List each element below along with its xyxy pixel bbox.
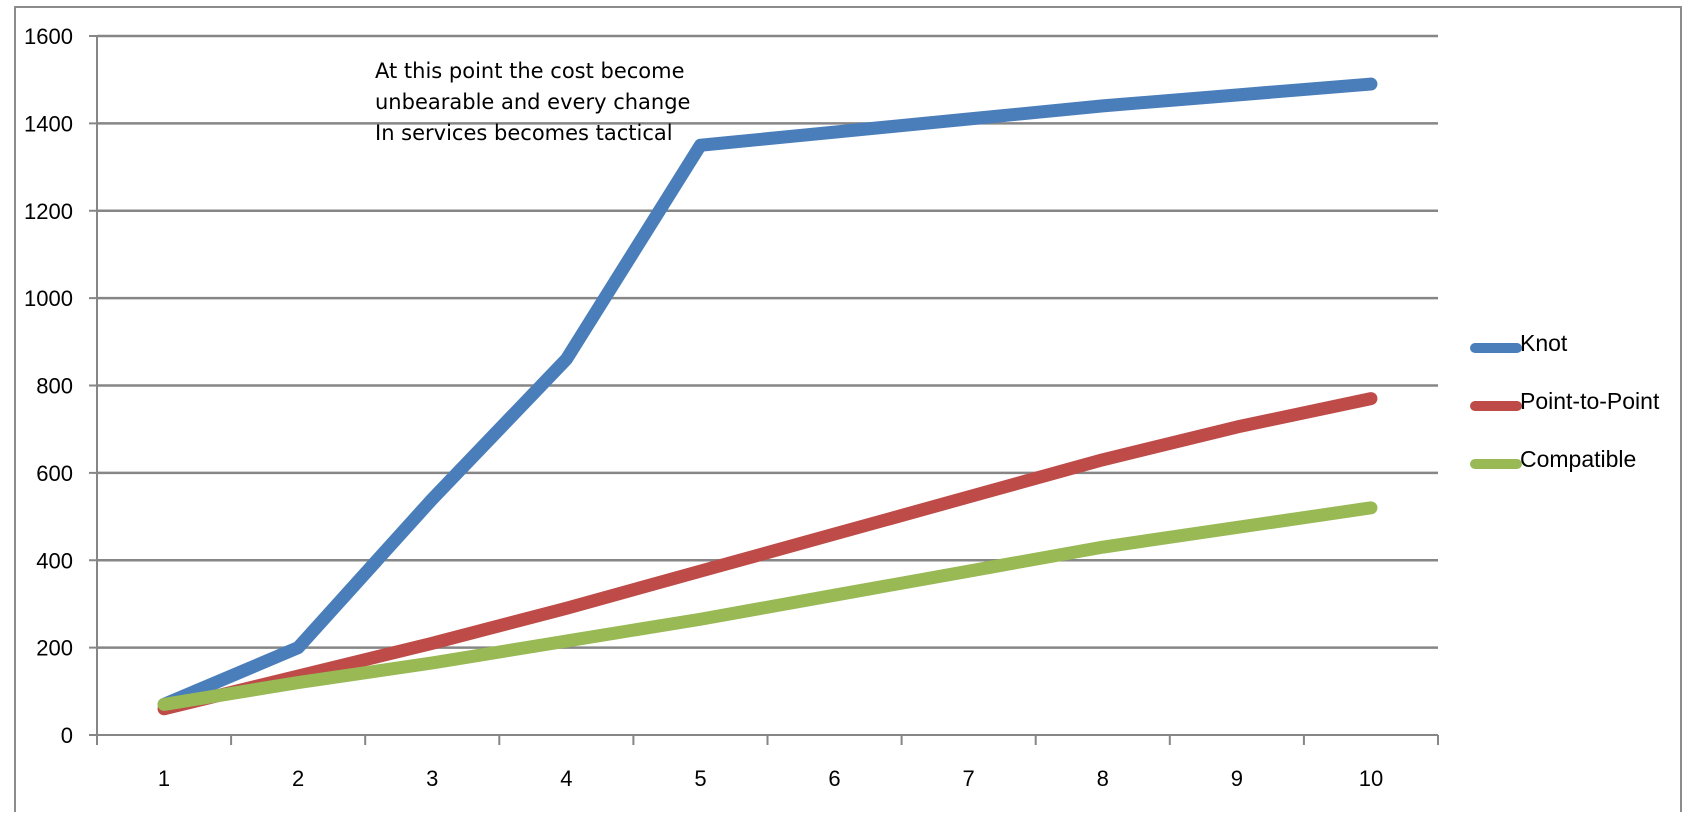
x-tick-label-1: 1 bbox=[158, 766, 170, 791]
legend-label-compatible: Compatible bbox=[1520, 446, 1637, 472]
chart-annotation: At this point the cost become unbearable… bbox=[375, 56, 795, 149]
x-tick-label-4: 4 bbox=[560, 766, 572, 791]
chart-frame bbox=[14, 6, 1682, 812]
y-tick-label-600: 600 bbox=[36, 461, 73, 486]
x-tick-label-2: 2 bbox=[292, 766, 304, 791]
legend-label-point-to-point: Point-to-Point bbox=[1520, 388, 1660, 414]
gridlines bbox=[97, 34, 1438, 649]
x-axis-ticks: 1 2 3 4 5 6 7 8 9 10 bbox=[96, 735, 1439, 791]
annotation-line-2: unbearable and every change bbox=[375, 90, 691, 114]
y-tick-label-400: 400 bbox=[36, 548, 73, 573]
legend-swatch-knot bbox=[1470, 343, 1522, 353]
x-tick-label-9: 9 bbox=[1231, 766, 1243, 791]
y-tick-label-800: 800 bbox=[36, 374, 73, 399]
y-tick-label-1600: 1600 bbox=[24, 24, 73, 49]
legend-swatch-point-to-point bbox=[1470, 401, 1522, 411]
y-tick-label-1200: 1200 bbox=[24, 199, 73, 224]
x-tick-label-7: 7 bbox=[963, 766, 975, 791]
y-axis-ticks: 0 200 400 600 800 1000 1200 1400 1600 bbox=[24, 24, 97, 748]
x-tick-label-8: 8 bbox=[1097, 766, 1109, 791]
series-lines bbox=[157, 77, 1378, 716]
legend-swatch-compatible bbox=[1470, 459, 1522, 469]
series-line-point-to-point bbox=[157, 392, 1378, 716]
x-tick-label-6: 6 bbox=[828, 766, 840, 791]
annotation-line-1: At this point the cost become bbox=[375, 59, 685, 83]
x-tick-label-3: 3 bbox=[426, 766, 438, 791]
annotation-line-3: In services becomes tactical bbox=[375, 121, 673, 145]
series-line-compatible bbox=[157, 501, 1378, 711]
x-tick-label-5: 5 bbox=[694, 766, 706, 791]
y-tick-label-200: 200 bbox=[36, 636, 73, 661]
x-tick-label-10: 10 bbox=[1359, 766, 1383, 791]
legend-label-knot: Knot bbox=[1520, 330, 1568, 356]
y-tick-label-1000: 1000 bbox=[24, 286, 73, 311]
y-tick-label-1400: 1400 bbox=[24, 111, 73, 136]
y-tick-label-0: 0 bbox=[61, 723, 73, 748]
series-line-knot bbox=[157, 77, 1378, 711]
